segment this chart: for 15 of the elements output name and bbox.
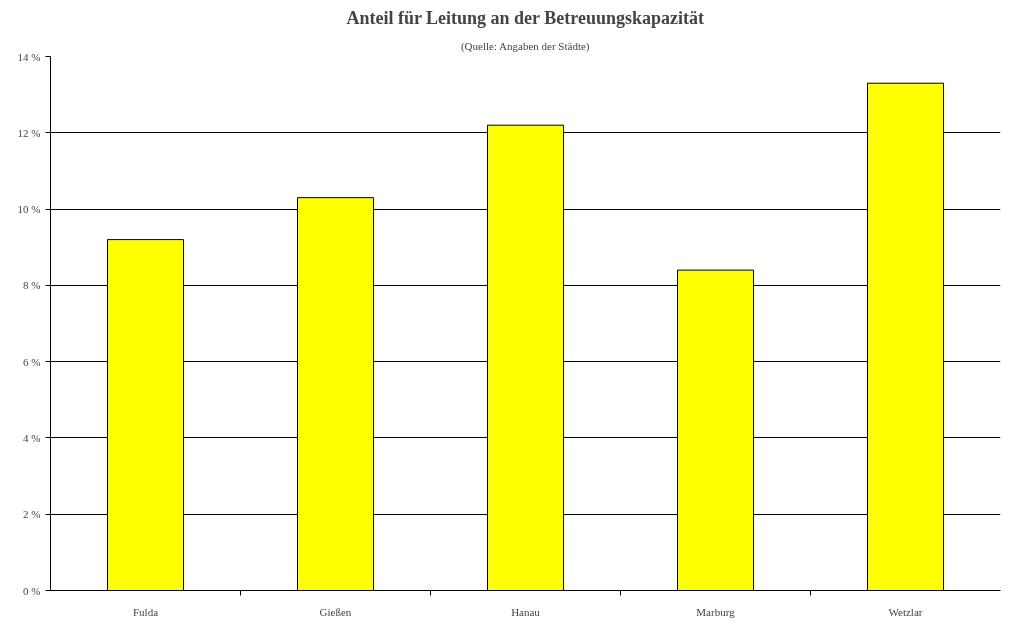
y-tick-label: 2 %: [23, 508, 41, 521]
chart-subtitle: (Quelle: Angaben der Städte): [460, 39, 590, 53]
y-tick-label: 10 %: [17, 203, 41, 216]
y-tick-label: 6 %: [23, 355, 41, 368]
chart-title: Anteil für Leitung an der Betreuungskapazität: [346, 7, 704, 28]
y-tick-label: 0 %: [23, 584, 41, 597]
x-tick-label: Marburg: [696, 605, 736, 618]
x-tick-label: Wetzlar: [888, 605, 923, 618]
y-tick-label: 8 %: [23, 279, 41, 292]
y-tick-label: 12 %: [17, 126, 41, 139]
x-tick-label: Hanau: [511, 605, 541, 618]
x-tick-label: Gießen: [319, 605, 352, 618]
y-tick-label: 14 %: [17, 50, 41, 63]
y-tick-label: 4 %: [23, 431, 41, 444]
x-tick-label: Fulda: [132, 605, 159, 618]
